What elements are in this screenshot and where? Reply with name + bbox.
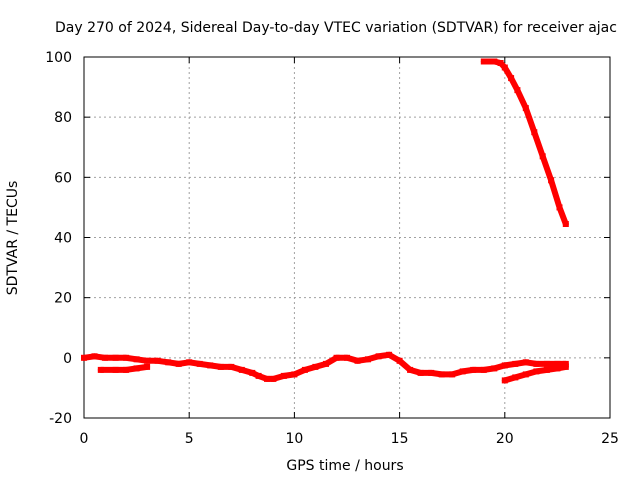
series-point (81, 354, 87, 361)
series-point (480, 366, 487, 373)
series-point (228, 363, 235, 370)
series-point (97, 366, 104, 373)
series-point (556, 204, 563, 211)
x-axis-label: GPS time / hours (286, 458, 403, 474)
series-point (491, 365, 498, 372)
series-point (333, 354, 340, 361)
x-tick-label: 10 (285, 431, 303, 447)
series-point (512, 360, 519, 367)
series-point (386, 351, 393, 358)
series-point (123, 354, 130, 361)
series-point (554, 360, 561, 367)
series-point (438, 371, 445, 378)
series-point (365, 356, 371, 363)
series-point (312, 363, 319, 370)
series-point (497, 60, 504, 66)
y-axis-label: SDTVAR / TECUs (5, 181, 21, 296)
series-point (543, 366, 550, 373)
series-point (459, 368, 466, 375)
series-point (522, 105, 529, 112)
series-point (508, 75, 515, 82)
series-point (280, 372, 287, 379)
series-point (196, 360, 203, 367)
y-tick-label: 40 (54, 231, 72, 247)
axis-ticks: 0 5 10 15 20 25 -20 0 20 40 60 80 100 (45, 50, 619, 447)
series-point (165, 359, 172, 366)
y-tick-label: 80 (54, 110, 72, 126)
series-point (514, 87, 521, 94)
series-point (238, 366, 245, 373)
series-point (102, 354, 108, 361)
series-point (112, 366, 119, 373)
series-point (501, 362, 508, 369)
series-point (554, 365, 561, 372)
y-tick-label: -20 (49, 411, 72, 427)
series-point (144, 363, 151, 370)
series-point (491, 58, 498, 65)
series-point (291, 371, 298, 378)
series-point (344, 354, 350, 361)
series-point (407, 366, 414, 373)
series-point (270, 375, 277, 382)
series-point (112, 354, 119, 361)
series-point (154, 357, 161, 364)
series-point (133, 365, 140, 372)
x-tick-label: 20 (496, 431, 514, 447)
series-point (207, 362, 214, 369)
series-point (501, 377, 508, 384)
series-point (396, 357, 403, 364)
y-tick-label: 60 (54, 170, 72, 186)
series-point (522, 371, 529, 378)
series-line-4 (480, 58, 569, 227)
series-point (548, 177, 555, 184)
series-point (543, 360, 550, 367)
series-point (175, 360, 182, 367)
x-tick-label: 0 (80, 431, 89, 447)
series-point (217, 363, 224, 370)
series-point (428, 369, 435, 376)
series-point (501, 64, 508, 71)
series-layer (81, 58, 569, 384)
x-tick-label: 25 (601, 431, 619, 447)
series-point (255, 372, 262, 379)
x-tick-label: 5 (185, 431, 194, 447)
series-point (91, 353, 98, 360)
grid-lines (84, 57, 610, 418)
y-tick-label: 100 (45, 50, 72, 66)
series-point (186, 359, 193, 366)
series-point (512, 374, 519, 381)
series-point (531, 129, 538, 136)
series-point (264, 375, 270, 382)
series-point (562, 363, 569, 370)
chart-title: Day 270 of 2024, Sidereal Day-to-day VTE… (55, 20, 617, 36)
series-point (249, 369, 256, 376)
series-point (144, 357, 151, 364)
series-point (533, 360, 540, 367)
series-point (539, 153, 546, 160)
series-point (480, 58, 487, 65)
y-tick-label: 20 (54, 291, 72, 307)
y-tick-label: 0 (63, 351, 72, 367)
series-point (470, 366, 477, 373)
series-point (323, 360, 329, 367)
series-point (417, 369, 424, 376)
x-tick-label: 15 (391, 431, 409, 447)
series-point (301, 366, 308, 373)
series-point (533, 368, 540, 375)
series-point (133, 356, 140, 363)
series-point (123, 366, 130, 373)
series-point (449, 371, 456, 378)
series-point (562, 221, 569, 227)
series-point (522, 359, 529, 366)
series-point (375, 353, 382, 360)
series-point (354, 357, 361, 364)
